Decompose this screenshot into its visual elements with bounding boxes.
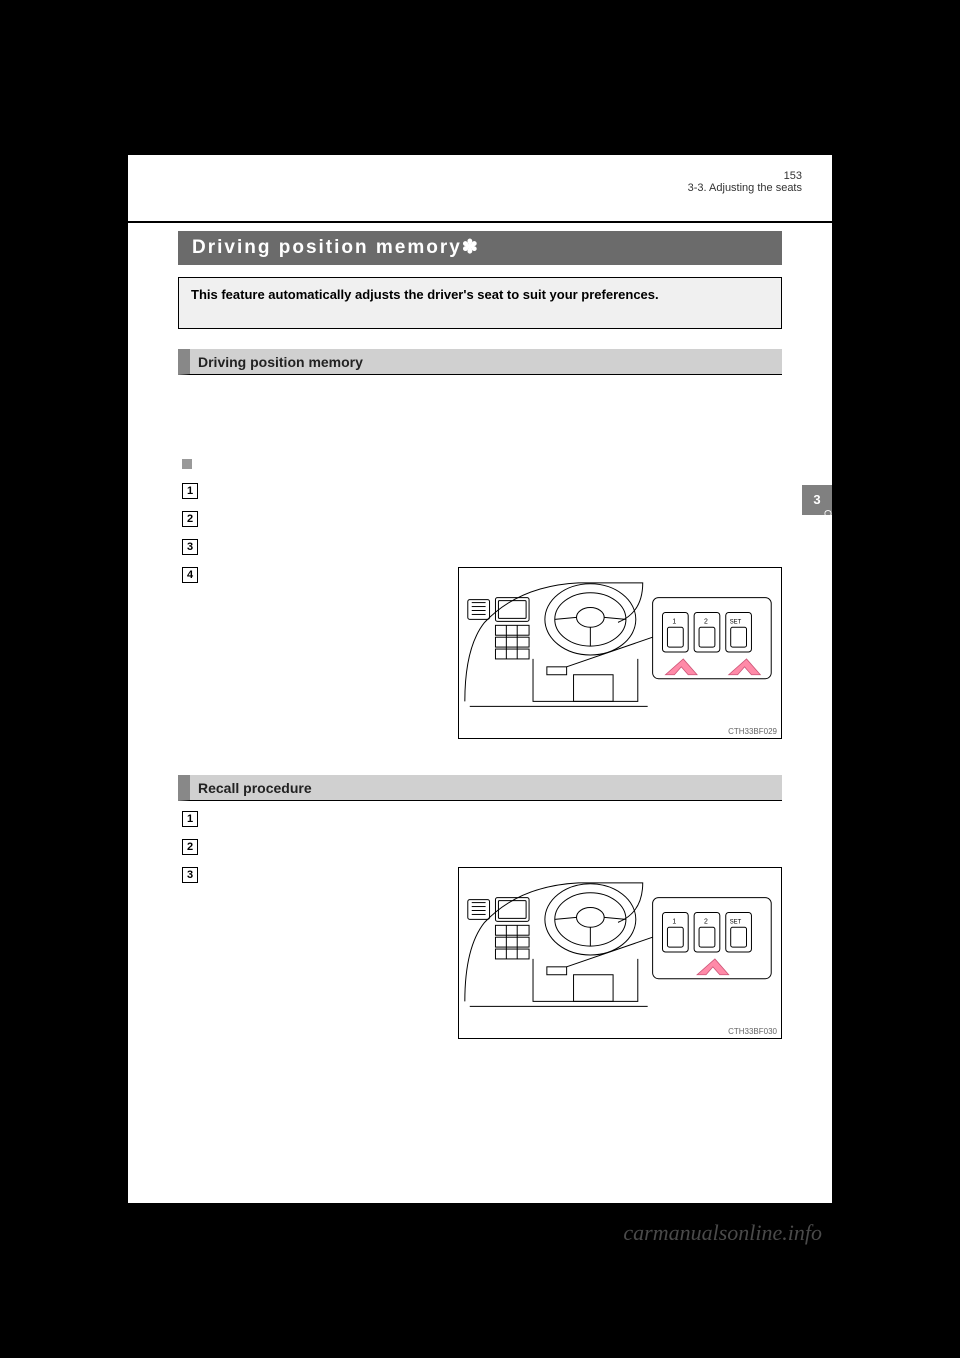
recall-step-2-text: Turn the engine switch to the "ON" posit… <box>206 839 782 857</box>
step-3-text: Adjust the driver's seat to the desired … <box>206 539 782 557</box>
step-marker-2: 2 <box>182 511 198 527</box>
step-1-text: Check that the shift lever is in P. <box>206 483 782 501</box>
illustration-recall: 1 2 SET CTH33BF030 <box>458 867 782 1039</box>
manual-page: 153 3-3. Adjusting the seats Driving pos… <box>128 155 832 1203</box>
title-suffix: ✽ <box>462 237 480 258</box>
horizontal-rule <box>128 221 832 223</box>
recall-step-1-text: Check that the shift lever is in P. <box>206 811 782 829</box>
step-marker-1: 1 <box>182 483 198 499</box>
illustration-label-2: CTH33BF030 <box>728 1027 777 1036</box>
step-marker-3: 3 <box>182 539 198 555</box>
watermark: carmanualsonline.info <box>128 1220 832 1246</box>
illustration-label-1: CTH33BF029 <box>728 727 777 736</box>
intro-text: This feature automatically adjusts the d… <box>191 287 659 302</box>
memory-paragraph: Your preferred driving position (the pos… <box>178 387 782 426</box>
section-header-recall-text: Recall procedure <box>198 780 312 796</box>
dashboard-svg-1: 1 2 SET <box>459 568 781 738</box>
recording-subheading: Recording procedure <box>198 457 329 472</box>
section-header-memory: Driving position memory <box>178 349 782 375</box>
page-number: 153 <box>784 170 802 182</box>
step-marker-4: 4 <box>182 567 198 583</box>
section-header-text: Driving position memory <box>198 354 363 370</box>
svg-text:1: 1 <box>672 618 676 625</box>
intro-box: This feature automatically adjusts the d… <box>178 277 782 329</box>
step-4-after: If the selected button has already been … <box>206 659 433 710</box>
footnote: ✽: If equipped <box>178 1105 254 1119</box>
recall-step-marker-2: 2 <box>182 839 198 855</box>
section-header-recall: Recall procedure <box>178 775 782 801</box>
step-4-main: While pressing the "SET" button, or with… <box>206 568 431 638</box>
dashboard-svg-2: 1 2 SET <box>459 868 781 1038</box>
recall-step-3-text: Press button "1" or "2" to recall the de… <box>206 867 444 903</box>
page-footer: 4RUNNER (U) <box>158 1182 223 1193</box>
svg-text:2: 2 <box>704 618 708 625</box>
svg-text:1: 1 <box>672 918 676 925</box>
page-title-bar: Driving position memory✽ <box>178 231 782 265</box>
svg-text:2: 2 <box>704 918 708 925</box>
recall-step-marker-3: 3 <box>182 867 198 883</box>
side-label: Operation of each component <box>822 476 833 676</box>
subheading-marker <box>182 459 192 469</box>
step-4-text: While pressing the "SET" button, or with… <box>206 567 444 713</box>
page-title: Driving position memory <box>192 237 462 258</box>
svg-text:SET: SET <box>730 619 742 625</box>
step-2-text: Turn the engine switch to the "ON" posit… <box>206 511 782 529</box>
page-header: 153 3-3. Adjusting the seats <box>128 170 832 194</box>
svg-text:SET: SET <box>730 919 742 925</box>
recall-step-marker-1: 1 <box>182 811 198 827</box>
section-label: 3-3. Adjusting the seats <box>688 182 802 194</box>
illustration-memory-set: 1 2 SET CTH33BF029 <box>458 567 782 739</box>
